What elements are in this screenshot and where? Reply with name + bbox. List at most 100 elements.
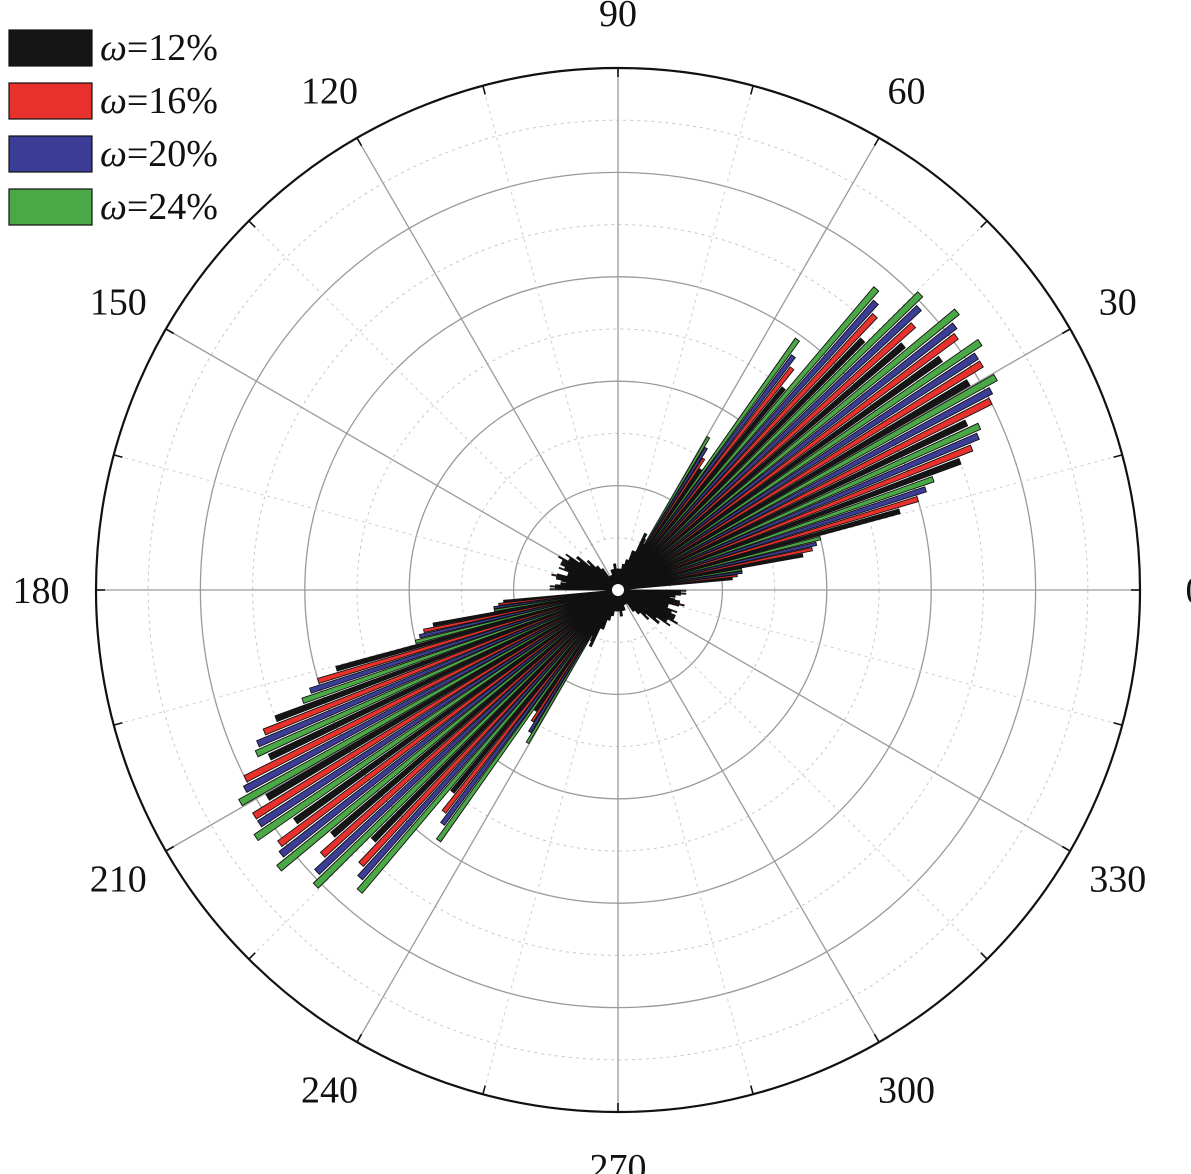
- grid-spoke: [356, 137, 619, 591]
- bar: [274, 589, 619, 723]
- bar: [617, 589, 669, 606]
- bar: [617, 589, 678, 614]
- bar: [277, 589, 619, 848]
- bar: [527, 589, 619, 734]
- bar: [435, 589, 619, 843]
- grid-spoke-minor: [113, 454, 568, 577]
- grid-spoke: [165, 328, 619, 591]
- bar: [617, 286, 880, 591]
- legend-swatch: [8, 29, 93, 67]
- grid-spoke: [617, 589, 880, 1043]
- legend-label: ω=20%: [100, 133, 218, 175]
- bar: [617, 352, 980, 591]
- outer-tick: [113, 722, 123, 726]
- angle-tick-label: 180: [13, 570, 70, 612]
- bar: [617, 291, 924, 591]
- bar: [440, 589, 619, 826]
- legend-swatch: [8, 82, 93, 120]
- bar: [617, 308, 960, 591]
- bar: [617, 338, 983, 591]
- bar: [450, 589, 619, 794]
- bar: [243, 589, 619, 783]
- bar: [262, 589, 619, 736]
- legend-label: ω=16%: [100, 80, 218, 122]
- bar: [617, 475, 935, 591]
- angle-tick-label: 330: [1089, 859, 1146, 901]
- bar: [330, 589, 619, 838]
- bar: [238, 589, 619, 807]
- outer-tick: [165, 845, 175, 852]
- outer-tick: [1061, 328, 1071, 335]
- bar: [567, 559, 619, 591]
- bar: [312, 589, 619, 889]
- outer-tick: [248, 220, 256, 228]
- bar: [555, 577, 619, 591]
- bar: [370, 589, 619, 843]
- bar: [617, 446, 709, 591]
- outer-tick: [873, 1033, 880, 1043]
- bar: [530, 589, 619, 723]
- bar: [617, 366, 795, 591]
- bar: [617, 435, 711, 591]
- bar: [414, 589, 619, 645]
- grid-spoke-minor: [248, 220, 582, 554]
- outer-tick: [113, 454, 123, 458]
- bar: [617, 508, 901, 591]
- bar: [617, 568, 743, 591]
- outer-tick: [750, 85, 754, 95]
- bar: [589, 589, 619, 648]
- bar: [617, 589, 681, 603]
- bar: [493, 589, 619, 612]
- legend-label: ω=24%: [100, 186, 218, 228]
- angle-tick-label: 270: [590, 1147, 647, 1174]
- angle-tick-label: 30: [1099, 282, 1137, 324]
- legend-swatch: [8, 188, 93, 226]
- bar: [265, 589, 619, 801]
- bar: [617, 322, 917, 591]
- bar: [309, 589, 619, 694]
- bar: [617, 332, 959, 591]
- bar: [617, 589, 669, 621]
- angle-tick-label: 240: [301, 1070, 358, 1112]
- bar: [314, 589, 619, 876]
- angle-tick-label: 90: [599, 0, 637, 35]
- polar-bars: [238, 286, 998, 894]
- bar: [617, 342, 906, 591]
- bar: [292, 589, 619, 825]
- outer-tick: [1113, 454, 1123, 458]
- bar: [617, 486, 927, 591]
- bar: [267, 589, 619, 761]
- bar: [253, 589, 619, 842]
- bar: [441, 589, 619, 814]
- bar: [525, 589, 619, 745]
- grid-spoke-minor: [631, 640, 754, 1095]
- bar: [549, 588, 619, 591]
- angle-tick-label: 210: [90, 859, 147, 901]
- bar: [252, 589, 619, 820]
- bar: [567, 574, 619, 591]
- bar: [254, 589, 619, 758]
- angle-tick-label: 0: [1186, 570, 1191, 612]
- bar: [316, 589, 619, 684]
- bar: [356, 589, 619, 894]
- bar: [301, 589, 619, 705]
- angle-tick-label: 120: [301, 70, 358, 112]
- bar: [256, 589, 619, 748]
- legend-label: ω=12%: [100, 27, 218, 69]
- outer-tick: [165, 328, 175, 335]
- bar: [617, 422, 982, 591]
- bar: [617, 496, 920, 591]
- bar: [278, 589, 619, 858]
- bar: [617, 337, 801, 591]
- grid-spoke-minor: [482, 85, 605, 540]
- bar: [617, 386, 786, 591]
- outer-tick: [356, 137, 363, 147]
- angle-tick-label: 60: [888, 70, 926, 112]
- bar: [617, 532, 647, 591]
- bar: [617, 397, 993, 591]
- bar: [617, 299, 879, 591]
- bar: [617, 589, 687, 592]
- bar: [617, 419, 969, 591]
- angle-tick-label: 150: [90, 282, 147, 324]
